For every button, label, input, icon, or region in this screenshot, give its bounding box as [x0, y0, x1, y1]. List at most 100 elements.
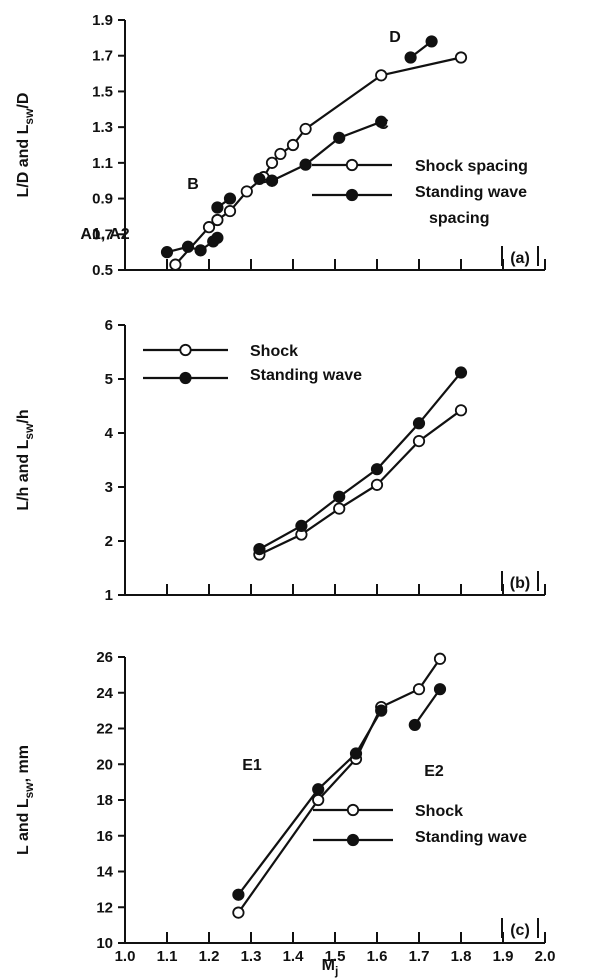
y-tick-label: 6 [105, 317, 113, 334]
data-point [349, 747, 363, 760]
y-tick-label: 16 [96, 828, 113, 845]
data-point [223, 192, 237, 205]
data-point [312, 783, 325, 796]
y-tick-label: 14 [96, 864, 113, 881]
series-line [271, 120, 382, 182]
y-tick-label: 2 [105, 533, 113, 550]
data-point [404, 51, 417, 64]
y-axis-title: L/h and Lsw/h [15, 409, 36, 510]
y-axis-title: L and Lsw, mm [15, 745, 36, 855]
panel-tag: (b) [510, 575, 530, 592]
annotation-label: E1 [242, 757, 262, 774]
y-axis-title-part: L/D and L [15, 124, 32, 197]
x-tick-label: 1.2 [199, 948, 220, 965]
legend: Shock spacing Standing wave spacing [312, 158, 528, 227]
x-tick-label: 1.7 [409, 948, 430, 965]
x-axis-tick-labels: 1.0 1.1 1.2 1.3 1.4 1.5 1.6 1.7 1.8 1.9 2.0 [115, 948, 556, 965]
data-point [181, 240, 195, 253]
y-axis-title-sub: sw [22, 782, 36, 799]
data-point [169, 258, 182, 271]
x-tick-label: 2.0 [535, 948, 556, 965]
y-axis-title: L/D and Lsw/D [15, 93, 36, 198]
data-point [454, 51, 468, 64]
data-point [412, 683, 426, 696]
y-tick-label: 0.7 [92, 226, 113, 243]
data-point [253, 172, 266, 186]
series-shock [253, 404, 468, 561]
series-line [258, 409, 462, 556]
x-tick-label: 1.1 [157, 948, 178, 965]
data-point [274, 147, 287, 161]
data-point [299, 158, 312, 171]
data-point [433, 652, 447, 665]
y-tick-label: 0.9 [92, 191, 113, 208]
data-point [370, 463, 384, 476]
data-point [211, 201, 224, 214]
y-tick-label: 0.5 [92, 262, 113, 279]
x-axis-title-sub: j [334, 964, 338, 978]
panel-tag: (c) [510, 922, 530, 939]
data-point [408, 718, 421, 732]
series-standing-wave [160, 35, 438, 259]
data-point [160, 246, 174, 259]
annotation-label: B [187, 176, 199, 193]
y-tick-label: 1 [105, 587, 113, 604]
legend-label: Shock [250, 343, 298, 360]
data-point [312, 793, 325, 807]
y-tick-label: 12 [96, 899, 113, 916]
x-tick-label: 1.5 [325, 948, 346, 965]
legend-label: Shock spacing [415, 158, 528, 175]
data-point [265, 174, 279, 187]
legend-label: Standing wave [415, 184, 527, 201]
x-axis-title: Mj [322, 957, 339, 978]
y-axis-title-part: /D [15, 93, 32, 109]
annotation-label: E2 [424, 763, 444, 780]
legend-label: Shock [415, 803, 463, 820]
y-tick-label: 1.5 [92, 83, 113, 100]
annotation-label: D [389, 29, 401, 46]
annotation-label: A1, A2 [80, 226, 129, 243]
y-tick-label: 10 [96, 935, 113, 952]
y-tick-label: 18 [96, 792, 113, 809]
y-tick-label: 26 [96, 649, 113, 666]
series-standing-wave [232, 683, 447, 901]
y-tick-label: 24 [96, 685, 113, 702]
y-tick-label: 1.7 [92, 48, 113, 65]
data-point [412, 417, 426, 430]
x-tick-label: 1.0 [115, 948, 136, 965]
series-line [237, 710, 383, 896]
data-point [375, 115, 388, 128]
x-tick-label: 1.9 [493, 948, 514, 965]
legend-label: spacing [429, 210, 489, 227]
data-point [333, 490, 346, 503]
y-tick-label: 1.1 [92, 155, 113, 172]
x-tick-label: 1.3 [241, 948, 262, 965]
data-point [202, 221, 216, 234]
y-tick-label: 1.9 [92, 12, 113, 29]
y-tick-label: 4 [105, 425, 114, 442]
data-point [286, 138, 300, 152]
data-point [265, 156, 279, 169]
y-tick-label: 5 [105, 371, 113, 388]
y-axis-title-part: , mm [15, 745, 32, 782]
series-line [237, 658, 441, 914]
legend-marker [345, 188, 359, 202]
y-tick-label: 20 [96, 756, 113, 773]
panel-tag: (a) [510, 250, 530, 267]
data-point [425, 35, 438, 48]
x-tick-label: 1.4 [283, 948, 305, 965]
data-point [211, 231, 224, 244]
series-line [258, 371, 462, 551]
data-point [194, 244, 207, 257]
data-point [223, 204, 237, 218]
x-tick-label: 1.8 [451, 948, 472, 965]
data-point [240, 185, 253, 198]
legend: Shock Standing wave [143, 343, 362, 385]
series-shock [232, 652, 447, 919]
y-axis-title-part: L and L [15, 798, 32, 855]
data-point [370, 478, 384, 491]
legend-marker [179, 371, 192, 385]
y-tick-label: 3 [105, 479, 113, 496]
